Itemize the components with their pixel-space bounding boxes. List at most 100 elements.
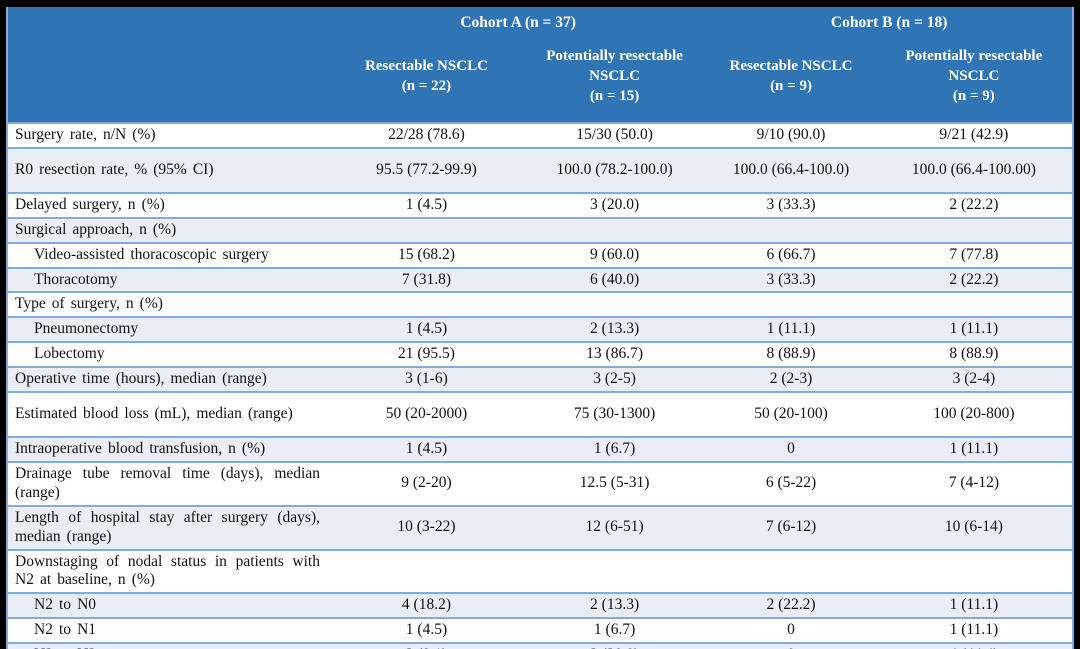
row-label: Downstaging of nodal status in patients … bbox=[7, 548, 330, 594]
row-label: Type of surgery, n (%) bbox=[7, 291, 330, 318]
cell-value bbox=[522, 548, 707, 594]
column-header-potentially-b: Potentially resectable NSCLC (n = 9) bbox=[875, 36, 1073, 123]
cell-value: 2 (13.3) bbox=[522, 316, 707, 343]
row-label: Length of hospital stay after surgery (d… bbox=[7, 504, 330, 550]
section-row: Downstaging of nodal status in patients … bbox=[7, 548, 1073, 594]
cohort-a-header: Cohort A (n = 37) bbox=[329, 7, 707, 36]
corner-cell bbox=[7, 7, 330, 123]
cell-value: 6 (5-22) bbox=[706, 460, 876, 506]
column-header-row: Resectable NSCLC (n = 22) Potentially re… bbox=[7, 36, 1073, 123]
cell-value: 50 (20-2000) bbox=[329, 391, 523, 437]
cell-value: 2 (9.1) bbox=[329, 642, 523, 649]
cell-value: 100.0 (66.4-100.0) bbox=[706, 146, 876, 193]
row-label: N2 to N0 bbox=[7, 592, 330, 619]
cohort-header-row: Cohort A (n = 37) Cohort B (n = 18) bbox=[7, 7, 1073, 123]
cell-value: 1 (4.5) bbox=[329, 191, 523, 218]
cell-value: 1 (6.7) bbox=[522, 617, 707, 644]
cell-value: 3 (33.3) bbox=[706, 191, 876, 218]
cell-value: 6 (40.0) bbox=[522, 266, 707, 293]
table-row: Delayed surgery, n (%) 1 (4.5) 3 (20.0) 3 (… bbox=[7, 191, 1073, 218]
column-name: Potentially resectable NSCLC bbox=[546, 47, 683, 84]
table-row: Thoracotomy 7 (31.8) 6 (40.0) 3 (33.3) 2 (22… bbox=[7, 266, 1073, 293]
column-header-resectable-b: Resectable NSCLC (n = 9) bbox=[706, 36, 876, 123]
cell-value: 21 (95.5) bbox=[329, 341, 523, 368]
cell-value: 4 (18.2) bbox=[329, 592, 523, 619]
row-label: Pneumonectomy bbox=[7, 316, 330, 343]
row-label: Intraoperative blood transfusion, n (%) bbox=[7, 435, 330, 462]
table-row: R0 resection rate, % (95% CI) 95.5 (77.2-… bbox=[7, 146, 1073, 193]
cell-value: 100 (20-800) bbox=[875, 391, 1073, 437]
table-row: Intraoperative blood transfusion, n (%) 1… bbox=[7, 435, 1073, 462]
cell-value: 75 (30-1300) bbox=[522, 391, 707, 437]
cell-value: 0 bbox=[706, 617, 876, 644]
table-row: Surgery rate, n/N (%) 22/28 (78.6) 15/30 (… bbox=[7, 122, 1073, 148]
cell-value bbox=[329, 548, 523, 594]
cell-value bbox=[875, 291, 1073, 318]
cell-value bbox=[706, 216, 876, 243]
table-row: N2 to N22 (9.1)3 (20.0)04 (44.4) bbox=[7, 642, 1073, 649]
cell-value bbox=[875, 548, 1073, 594]
cell-value: 2 (22.2) bbox=[875, 191, 1073, 218]
cell-value: 12.5 (5-31) bbox=[522, 460, 707, 506]
column-name: Resectable NSCLC bbox=[365, 57, 488, 74]
row-label: Operative time (hours), median (range) bbox=[7, 366, 330, 393]
cell-value: 100.0 (66.4-100.00) bbox=[875, 146, 1073, 193]
cell-value: 1 (11.1) bbox=[875, 617, 1073, 644]
cell-value: 0 bbox=[706, 435, 876, 462]
cell-value: 4 (44.4) bbox=[875, 642, 1073, 649]
row-label: N2 to N1 bbox=[7, 617, 330, 644]
table-header: Cohort A (n = 37) Cohort B (n = 18) Rese… bbox=[7, 7, 1073, 123]
cell-value bbox=[522, 291, 707, 318]
cell-value: 9/10 (90.0) bbox=[706, 122, 876, 148]
cell-value bbox=[329, 216, 523, 243]
cell-value: 1 (4.5) bbox=[329, 316, 523, 343]
column-header-potentially-a: Potentially resectable NSCLC (n = 15) bbox=[522, 36, 707, 123]
table-row: N2 to N1 1 (4.5) 1 (6.7) 0 1 (11.1) bbox=[7, 617, 1073, 644]
cohort-b-header: Cohort B (n = 18) bbox=[706, 7, 1073, 36]
cell-value: 9 (60.0) bbox=[522, 241, 707, 268]
cell-value: 3 (2-4) bbox=[875, 366, 1073, 393]
cell-value: 10 (6-14) bbox=[875, 504, 1073, 550]
row-label: Drainage tube removal time (days), media… bbox=[7, 460, 330, 506]
cell-value: 2 (22.2) bbox=[875, 266, 1073, 293]
column-n: (n = 9) bbox=[770, 78, 812, 94]
cell-value: 15 (68.2) bbox=[329, 241, 523, 268]
cell-value: 7 (77.8) bbox=[875, 241, 1073, 268]
table-row: Estimated blood loss (mL), median (range… bbox=[7, 391, 1073, 437]
cell-value: 95.5 (77.2-99.9) bbox=[329, 146, 523, 193]
table-body: Surgery rate, n/N (%) 22/28 (78.6) 15/30 (… bbox=[7, 122, 1073, 649]
cell-value: 1 (4.5) bbox=[329, 435, 523, 462]
cell-value: 3 (1-6) bbox=[329, 366, 523, 393]
row-label: R0 resection rate, % (95% CI) bbox=[7, 146, 330, 193]
table-row: Drainage tube removal time (days), media… bbox=[7, 460, 1073, 506]
cell-value: 13 (86.7) bbox=[522, 341, 707, 368]
row-label: N2 to N2 bbox=[7, 642, 330, 649]
row-label: Surgery rate, n/N (%) bbox=[7, 122, 330, 148]
cell-value bbox=[329, 291, 523, 318]
cell-value: 3 (2-5) bbox=[522, 366, 707, 393]
cell-value: 1 (6.7) bbox=[522, 435, 707, 462]
cell-value bbox=[875, 216, 1073, 243]
column-n: (n = 15) bbox=[589, 88, 640, 105]
cell-value: 6 (66.7) bbox=[706, 241, 876, 268]
cell-value: 0 bbox=[706, 642, 876, 649]
column-name: Potentially resectable NSCLC bbox=[905, 47, 1043, 84]
cell-value: 9 (2-20) bbox=[329, 460, 523, 506]
table-sheet: Cohort A (n = 37) Cohort B (n = 18) Rese… bbox=[6, 7, 1074, 649]
row-label: Thoracotomy bbox=[7, 266, 330, 293]
cell-value: 3 (20.0) bbox=[522, 642, 707, 649]
cell-value: 1 (4.5) bbox=[329, 617, 523, 644]
cell-value bbox=[706, 548, 876, 594]
table-row: Length of hospital stay after surgery (d… bbox=[7, 504, 1073, 550]
cell-value: 9/21 (42.9) bbox=[875, 122, 1073, 148]
cell-value: 2 (22.2) bbox=[706, 592, 876, 619]
cell-value: 7 (31.8) bbox=[329, 266, 523, 293]
cell-value: 1 (11.1) bbox=[875, 592, 1073, 619]
cell-value: 7 (6-12) bbox=[706, 504, 876, 550]
cell-value: 12 (6-51) bbox=[522, 504, 707, 550]
cell-value: 8 (88.9) bbox=[875, 341, 1073, 368]
cell-value bbox=[522, 216, 707, 243]
table-row: Video-assisted thoracoscopic surgery 15 (… bbox=[7, 241, 1073, 268]
row-label: Estimated blood loss (mL), median (range… bbox=[7, 391, 330, 437]
